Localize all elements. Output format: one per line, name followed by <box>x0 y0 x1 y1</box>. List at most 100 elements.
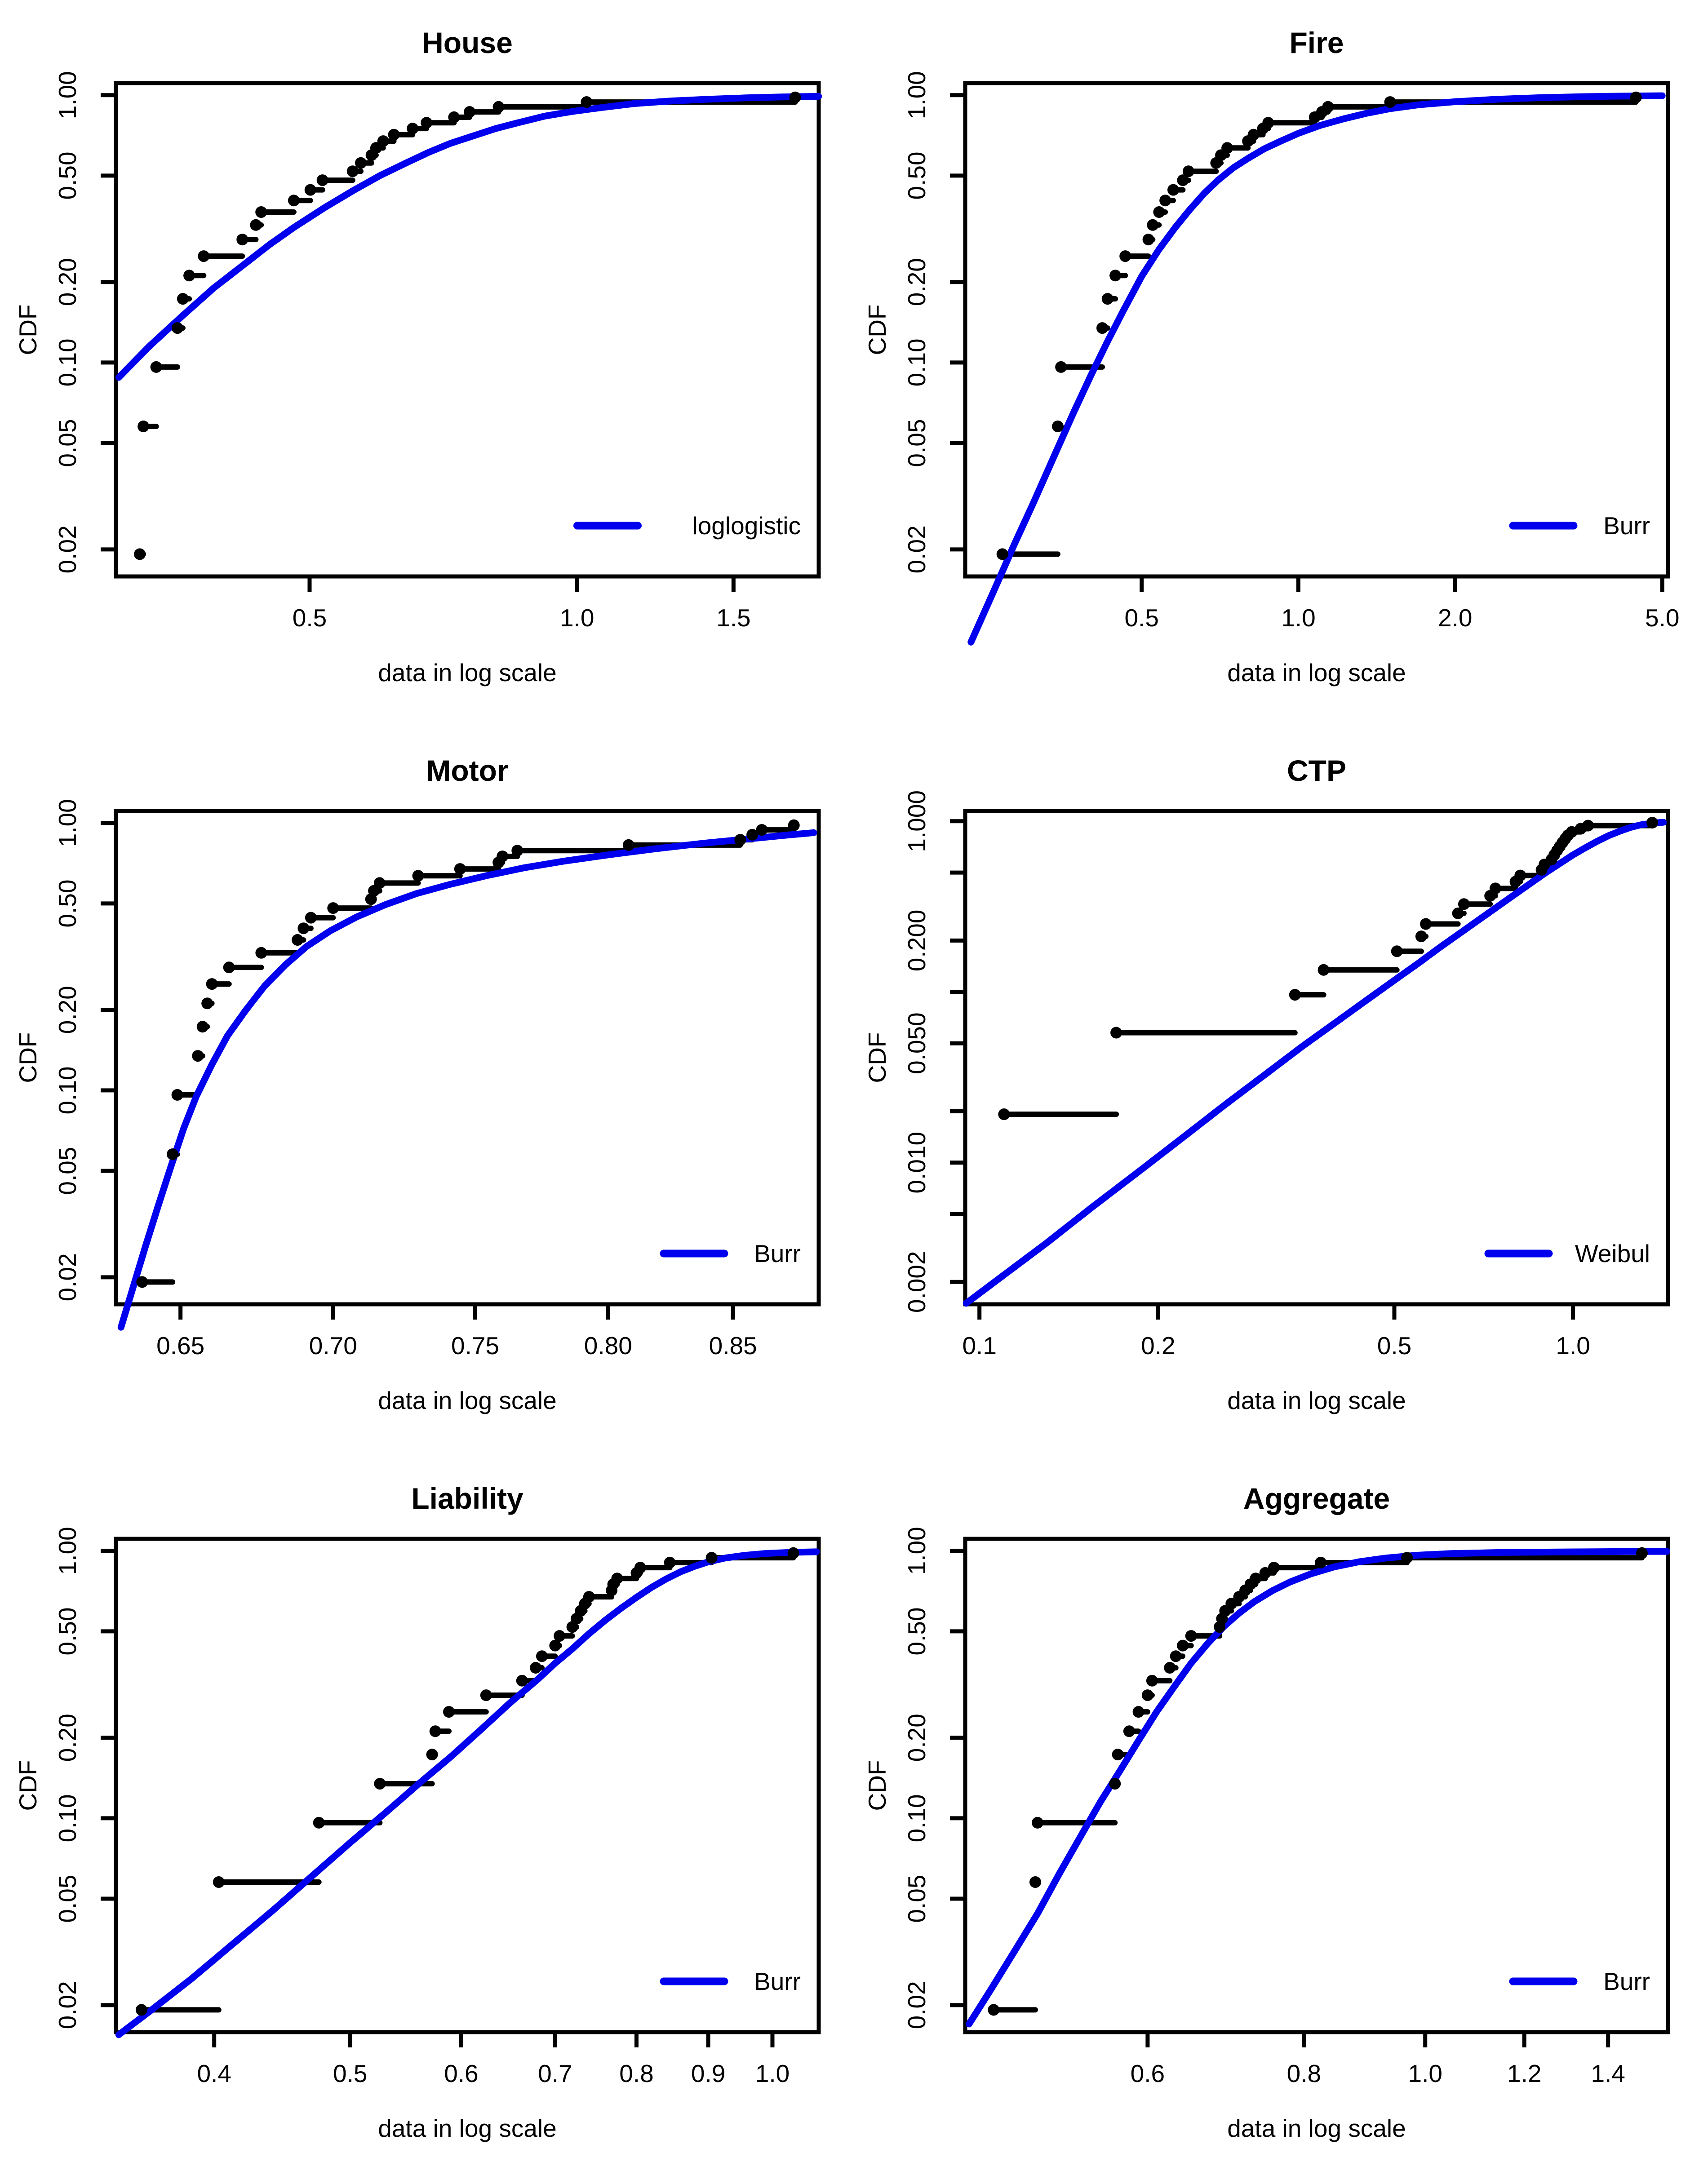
y-tick-label: 0.050 <box>903 1012 931 1074</box>
ecdf-point <box>530 1662 542 1674</box>
ecdf-point <box>1250 1573 1262 1585</box>
ecdf-point <box>454 863 466 875</box>
ecdf-point <box>1401 1552 1413 1564</box>
ecdf-point <box>536 1650 548 1662</box>
legend: loglogistic <box>573 512 801 540</box>
ecdf-point <box>292 934 304 946</box>
ecdf-point <box>1221 142 1233 154</box>
ecdf-point <box>480 1689 492 1701</box>
ecdf-point <box>516 1675 528 1687</box>
y-tick-label: 0.50 <box>903 1607 931 1655</box>
x-axis-label: data in log scale <box>378 2114 557 2142</box>
ecdf-point <box>1514 869 1526 882</box>
y-tick-label: 0.50 <box>903 151 931 199</box>
ecdf-point <box>549 1639 561 1652</box>
y-tick-label: 0.010 <box>903 1132 931 1194</box>
ecdf-point <box>1315 1556 1327 1568</box>
y-tick-label: 0.50 <box>53 1607 81 1655</box>
ecdf-point <box>171 1089 183 1101</box>
y-axis: 0.02 0.05 0.10 0.20 0.50 1.00 <box>903 1527 965 2029</box>
y-tick-label: 0.05 <box>53 1147 81 1195</box>
y-axis: 0.02 0.05 0.10 0.20 0.50 1.00 <box>53 1527 116 2029</box>
x-axis: 0.5 1.0 2.0 5.0 <box>1124 576 1679 632</box>
ecdf-point <box>255 947 267 959</box>
x-axis: 0.1 0.2 0.5 1.0 <box>962 1304 1590 1360</box>
ecdf-point <box>1164 1662 1176 1674</box>
x-tick-label: 0.2 <box>1141 1332 1175 1360</box>
ecdf-point <box>1167 184 1179 196</box>
ecdf-point <box>1142 234 1154 246</box>
y-tick-label: 0.02 <box>53 525 81 573</box>
panel-title: Fire <box>1289 26 1344 59</box>
x-tick-label: 1.0 <box>1408 2060 1442 2087</box>
y-tick-label: 0.10 <box>53 338 81 386</box>
ecdf-point <box>1415 930 1427 943</box>
ecdf-point <box>998 1108 1010 1120</box>
x-tick-label: 0.70 <box>309 1332 357 1360</box>
fit-curve <box>115 93 822 381</box>
plot-fire: 0.5 1.0 2.0 5.0 0.02 0.05 0.10 0.20 0.50 1.00 Fire… <box>849 0 1699 728</box>
ecdf-steps <box>139 827 797 1285</box>
ecdf-point <box>1101 293 1113 305</box>
ecdf-point <box>787 1547 799 1559</box>
x-tick-label: 5.0 <box>1645 604 1679 632</box>
ecdf-point <box>388 128 400 141</box>
ecdf-points <box>998 817 1658 1120</box>
y-tick-label: 0.05 <box>53 419 81 467</box>
ecdf-point <box>373 877 386 889</box>
ecdf-point <box>426 1749 438 1761</box>
ecdf-point <box>1055 361 1067 373</box>
ecdf-point <box>305 912 317 924</box>
x-tick-label: 1.0 <box>755 2060 790 2087</box>
ecdf-point <box>316 174 328 186</box>
y-tick-label: 1.00 <box>53 799 81 847</box>
plot-aggregate: 0.6 0.8 1.0 1.2 1.4 0.02 0.05 0.10 0.20 0.50 1.00 A… <box>849 1456 1699 2184</box>
x-tick-label: 1.0 <box>560 604 594 632</box>
ecdf-point <box>1289 989 1301 1001</box>
plot-motor: 0.65 0.70 0.75 0.80 0.85 0.02 0.05 0.10 0.20 0.50… <box>0 728 849 1456</box>
ecdf-point <box>1391 945 1403 957</box>
y-axis: 0.02 0.05 0.10 0.20 0.50 1.00 <box>53 71 116 573</box>
ecdf-point <box>634 1562 646 1574</box>
panel-title: Aggregate <box>1243 1482 1390 1515</box>
ecdf-point <box>788 819 800 831</box>
y-tick-label: 0.20 <box>903 1714 931 1762</box>
x-axis: 0.5 1.0 1.5 <box>293 576 751 632</box>
y-tick-label: 0.05 <box>903 419 931 467</box>
legend: Burr <box>660 1240 801 1267</box>
ecdf-points <box>134 91 801 560</box>
ecdf-point <box>622 839 634 851</box>
ecdf-steps <box>991 1555 1645 2013</box>
y-axis-label: CDF <box>14 304 42 355</box>
ecdf-point <box>255 206 267 218</box>
ecdf-point <box>443 1706 455 1718</box>
x-tick-label: 0.8 <box>1287 2060 1321 2087</box>
fit-curve <box>966 1548 1671 2028</box>
ecdf-point <box>198 250 210 262</box>
y-tick-label: 0.200 <box>903 910 931 972</box>
y-axis-label: CDF <box>14 1032 42 1083</box>
x-tick-label: 1.0 <box>1556 1332 1590 1360</box>
ecdf-point <box>1032 1816 1043 1829</box>
plot-frame <box>114 81 821 579</box>
legend: Burr <box>1509 512 1650 540</box>
ecdf-point <box>346 165 359 177</box>
ecdf-points <box>988 1547 1648 2016</box>
fit-curve <box>115 1548 820 2038</box>
ecdf-point <box>1132 1706 1144 1718</box>
y-tick-label: 1.000 <box>903 790 931 852</box>
ecdf-point <box>1384 96 1396 108</box>
ecdf-point <box>429 1725 441 1737</box>
ecdf-point <box>1146 1675 1158 1687</box>
ecdf-point <box>1646 817 1658 828</box>
x-tick-label: 0.80 <box>584 1332 632 1360</box>
ecdf-point <box>138 421 150 432</box>
ecdf-point <box>196 1021 208 1033</box>
y-axis-label: CDF <box>863 1760 891 1811</box>
ecdf-points <box>136 819 800 1288</box>
ecdf-point <box>407 123 419 135</box>
x-tick-label: 0.85 <box>709 1332 757 1360</box>
ecdf-point <box>223 961 235 974</box>
ecdf-point <box>996 548 1008 560</box>
ecdf-point <box>1318 964 1330 976</box>
